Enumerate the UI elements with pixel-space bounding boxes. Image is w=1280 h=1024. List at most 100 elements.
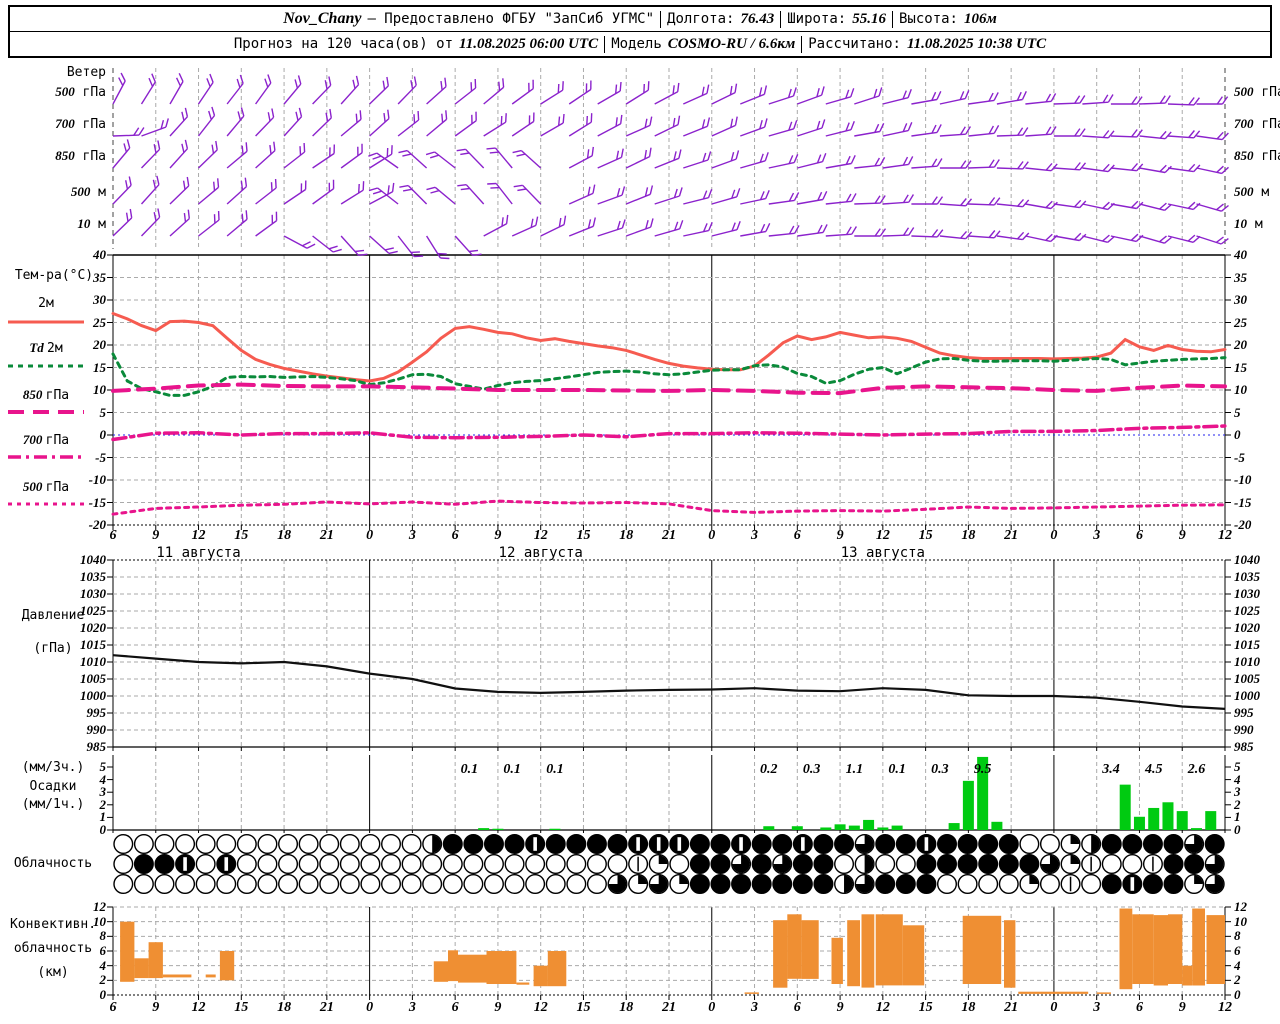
wind-panel-title: Ветер [66,65,106,80]
pressure-y-label-right: 990 [1234,722,1254,737]
x-tick-label: 12 [1218,528,1232,543]
wind-level-number: 700 [55,116,75,131]
wind-level-unit: гПа [1261,85,1280,100]
temp-y-label-left: 25 [93,314,106,330]
wind-level-number: 10 [1234,216,1247,231]
convective-label-1: Конвективн. [9,917,97,932]
x-tick-label: 18 [619,528,634,543]
pressure-y-label-left: 1015 [80,637,106,652]
wind-level-label-right: 700 гПа [1234,116,1280,133]
legend-label: 2м [0,296,92,312]
x-tick-label: 15 [918,528,933,543]
wind-level-unit: гПа [1261,149,1280,164]
wind-level-unit: гПа [1261,117,1280,132]
temp-y-label-left: 20 [93,337,106,352]
x-tick-label-bottom: 6 [793,1000,801,1015]
x-tick-label: 9 [152,528,160,543]
convective-y-label-left: 0 [99,987,107,1002]
x-tick-label: 21 [1004,528,1019,543]
x-tick-label: 6 [793,528,801,543]
wind-level-label-left: 500 гПа [0,84,106,101]
wind-level-label-right: 500 м [1234,184,1280,201]
wind-level-label-left: 700 гПа [0,116,106,133]
precip-y-label-left: 2 [99,796,107,812]
precip-y-label-left: 0 [99,822,107,837]
temp-y-label-left: 0 [99,427,107,442]
pressure-y-label-left: 1005 [80,671,106,686]
wind-level-number: 500 [70,184,91,199]
wind-level-number: 500 [55,84,75,99]
x-tick-label-bottom: 21 [662,1000,676,1015]
pressure-y-label-left: 1030 [80,586,106,601]
legend-number: 500 [22,479,46,494]
pressure-y-label-left: 1040 [80,552,106,567]
x-tick-label: 6 [1135,528,1143,543]
altitude-value: 106м [964,10,997,27]
x-tick-label: 18 [961,528,976,543]
wind-level-unit: м [1253,185,1270,200]
temp-y-label-left: -10 [88,472,106,487]
legend-label: Td 2м [0,340,92,357]
wind-level-label-left: 10 м [0,216,106,233]
convective-y-label-right: 8 [1234,928,1241,944]
convective-label-3: (км) [37,965,69,980]
precip-y-label-left: 4 [99,771,107,787]
wind-level-unit: м [1247,217,1263,232]
temp-y-label-right: 15 [1234,359,1247,375]
header-line-2: Прогноз на 120 часа(ов) от 11.08.2025 06… [10,31,1270,56]
precip-3h-value: 1.1 [845,762,864,777]
x-tick-label-bottom: 6 [1135,1000,1143,1015]
wind-level-number: 500 [1234,184,1254,199]
temp-y-label-left: 10 [93,382,106,397]
x-tick-label-bottom: 18 [619,1000,634,1015]
convective-y-label-right: 0 [1234,987,1241,1002]
pressure-y-label-left: 1035 [80,569,106,584]
pressure-y-label-left: 995 [86,705,107,720]
precip-y-label-right: 0 [1234,822,1241,837]
model-label: Модель [611,36,662,52]
pressure-y-label-right: 1035 [1234,569,1260,584]
precip-y-label-right: 2 [1234,796,1241,812]
x-tick-label: 9 [836,528,844,543]
precip-y-label-right: 3 [1234,784,1241,800]
x-tick-label-bottom: 0 [708,1000,716,1015]
header: Nov_Chany — Предоставлено ФГБУ "ЗапСиб У… [8,5,1272,58]
calc-label: Рассчитано: [808,36,901,52]
pressure-y-label-left: 1025 [80,603,106,618]
wind-level-label-right: 500 гПа [1234,84,1280,101]
precip-3h-value: 0.1 [888,762,906,777]
wind-level-label-left: 500 м [0,184,106,201]
x-tick-label-bottom: 12 [191,1000,206,1015]
date-label: 13 августа [840,545,925,561]
convective-y-label-right: 10 [1234,913,1247,929]
x-tick-label: 15 [576,528,591,543]
wind-level-number: 700 [1234,116,1254,131]
x-tick-label-bottom: 3 [408,1000,416,1015]
x-tick-label: 0 [708,528,716,543]
temp-y-label-left: -5 [95,449,106,465]
model-value: COSMO-RU / 6.6км [667,35,796,52]
x-tick-label-bottom: 12 [1218,1000,1232,1015]
temp-y-label-right: -20 [1234,517,1252,532]
x-tick-label: 9 [1178,528,1186,543]
legend-label: 500 гПа [0,479,92,496]
pressure-y-label-left: 985 [86,739,107,754]
precip-y-label-left: 1 [99,809,107,825]
legend-number: 700 [22,432,46,447]
x-tick-label-bottom: 12 [875,1000,890,1015]
precip-3h-value: 0.1 [503,762,521,777]
pressure-y-label-right: 1020 [1234,620,1260,635]
precip-3h-value: 0.2 [760,762,778,777]
altitude-label: Высота: [898,11,958,27]
temp-y-label-right: 35 [1234,269,1247,285]
temp-y-label-left: 35 [93,269,106,285]
longitude-label: Долгота: [667,11,735,27]
x-tick-label-bottom: 18 [277,1000,292,1015]
wind-level-number: 850 [55,148,75,163]
precip-y-label-right: 4 [1234,771,1241,787]
x-tick-label: 12 [191,528,206,543]
pressure-y-label-right: 1010 [1234,654,1260,669]
temp-y-label-left: 15 [93,359,106,375]
